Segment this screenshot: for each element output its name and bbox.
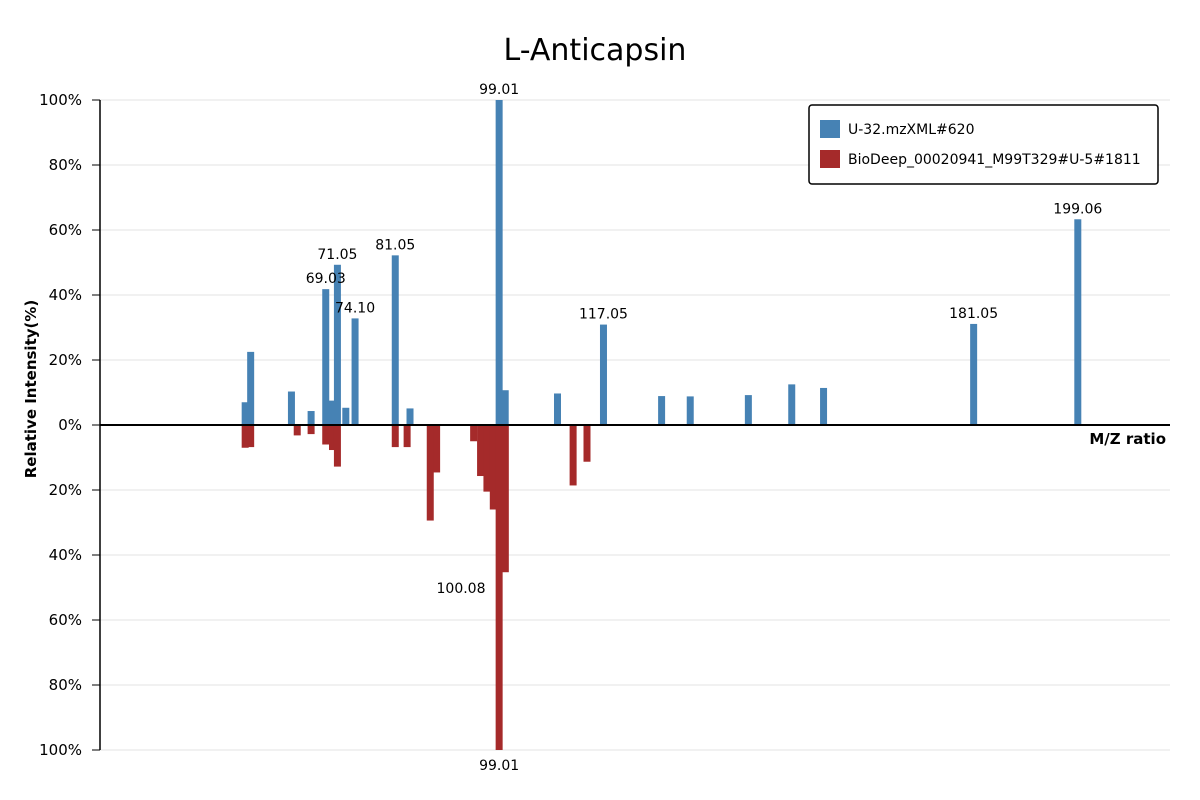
y-tick-label: 40%: [49, 286, 82, 304]
y-tick-label: 40%: [49, 546, 82, 564]
bar-series-1: [351, 318, 359, 425]
bar-series-2: [329, 425, 337, 451]
bar-series-2: [307, 425, 315, 435]
peak-label: 199.06: [1053, 201, 1102, 217]
bar-series-1: [1074, 219, 1082, 425]
x-axis-title: M/Z ratio: [1089, 430, 1166, 448]
bar-series-1: [241, 402, 249, 425]
bar-series-1: [553, 393, 561, 425]
bar-series-1: [307, 411, 315, 425]
bar-series-1: [287, 391, 295, 425]
y-tick-label: 0%: [58, 416, 82, 434]
bar-series-1: [820, 387, 828, 425]
bar-series-1: [342, 407, 350, 425]
legend-label-series-1: U-32.mzXML#620: [848, 122, 974, 138]
legend-label-series-2: BioDeep_00020941_M99T329#U-5#1811: [848, 152, 1141, 168]
bar-series-1: [333, 264, 341, 425]
peak-label: 74.10: [335, 300, 375, 316]
bar-series-2: [477, 425, 485, 477]
y-tick-label: 80%: [49, 676, 82, 694]
y-tick-label: 20%: [49, 481, 82, 499]
peak-label: 100.08: [437, 581, 486, 597]
y-axis-title: Relative Intensity(%): [22, 300, 40, 479]
bar-series-1: [495, 100, 503, 425]
bar-series-1: [329, 400, 337, 425]
bar-series-2: [495, 425, 503, 750]
peak-label: 81.05: [375, 237, 415, 253]
bar-series-1: [501, 390, 509, 425]
bars: [241, 100, 1082, 750]
bar-series-1: [744, 395, 752, 425]
peak-label: 99.01: [479, 758, 519, 774]
bar-series-1: [599, 324, 607, 425]
legend-box: [808, 104, 1159, 185]
bar-series-2: [483, 425, 491, 492]
bar-series-2: [583, 425, 591, 462]
peak-label: 69.03: [306, 271, 346, 287]
bar-series-1: [686, 396, 694, 425]
y-tick-label: 80%: [49, 156, 82, 174]
bar-series-2: [403, 425, 411, 448]
bar-series-2: [470, 425, 478, 442]
legend: U-32.mzXML#620 BioDeep_00020941_M99T329#…: [808, 104, 1159, 185]
bar-series-2: [247, 425, 255, 448]
bar-series-1: [391, 255, 399, 425]
y-axis-ticks: 100% 80% 60% 40% 20% 0% 20% 40% 60% 80% 100%: [39, 91, 100, 759]
peak-labels: 69.03 71.05 74.10 81.05 99.01 117.05 181.05 199…: [306, 82, 1103, 774]
bar-series-2: [426, 425, 434, 521]
grid-lines: [100, 99, 1170, 751]
bar-series-2: [489, 425, 497, 510]
bar-series-1: [247, 351, 255, 425]
bar-series-1: [406, 408, 414, 425]
bar-series-2: [333, 425, 341, 467]
bar-series-2: [391, 425, 399, 448]
bar-series-2: [569, 425, 577, 486]
bar-series-2: [501, 425, 509, 573]
y-tick-label: 60%: [49, 611, 82, 629]
bar-series-2: [293, 425, 301, 436]
y-tick-label: 100%: [39, 91, 82, 109]
chart-title: L-Anticapsin: [504, 33, 687, 68]
peak-label: 99.01: [479, 82, 519, 98]
peak-label: 181.05: [949, 306, 998, 322]
bar-series-1: [970, 323, 978, 425]
bar-series-2: [322, 425, 330, 445]
bar-series-2: [433, 425, 441, 473]
bar-series-2: [241, 425, 249, 448]
legend-swatch-series-2: [820, 150, 840, 168]
y-tick-label: 20%: [49, 351, 82, 369]
legend-swatch-series-1: [820, 120, 840, 138]
y-tick-label: 60%: [49, 221, 82, 239]
peak-label: 71.05: [317, 247, 357, 263]
y-tick-label: 100%: [39, 741, 82, 759]
bar-series-1: [788, 384, 796, 425]
bar-series-1: [322, 289, 330, 425]
bar-series-1: [658, 396, 666, 425]
peak-label: 117.05: [579, 307, 628, 323]
